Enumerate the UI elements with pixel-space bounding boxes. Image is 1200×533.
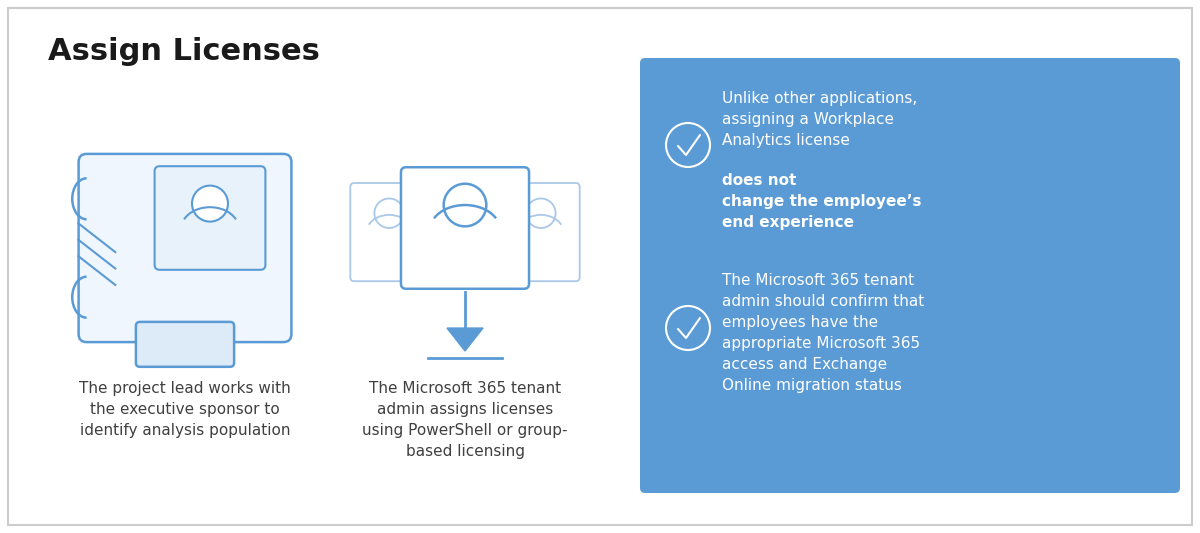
FancyBboxPatch shape [401,167,529,289]
FancyBboxPatch shape [502,183,580,281]
Text: Assign Licenses: Assign Licenses [48,37,320,66]
Text: Unlike other applications,
assigning a Workplace
Analytics license: Unlike other applications, assigning a W… [722,91,917,148]
FancyBboxPatch shape [155,166,265,270]
FancyBboxPatch shape [350,183,428,281]
Circle shape [192,185,228,222]
Text: The project lead works with
the executive sponsor to
identify analysis populatio: The project lead works with the executiv… [79,381,290,438]
Text: The Microsoft 365 tenant
admin should confirm that
employees have the
appropriat: The Microsoft 365 tenant admin should co… [722,273,924,393]
FancyBboxPatch shape [640,58,1180,493]
Circle shape [444,184,486,227]
Circle shape [526,198,556,228]
FancyBboxPatch shape [136,322,234,367]
FancyBboxPatch shape [8,8,1192,525]
Circle shape [374,198,404,228]
Polygon shape [446,328,484,351]
Text: does not
change the employee’s
end experience: does not change the employee’s end exper… [722,173,922,230]
Text: The Microsoft 365 tenant
admin assigns licenses
using PowerShell or group-
based: The Microsoft 365 tenant admin assigns l… [362,381,568,459]
FancyBboxPatch shape [79,154,292,342]
